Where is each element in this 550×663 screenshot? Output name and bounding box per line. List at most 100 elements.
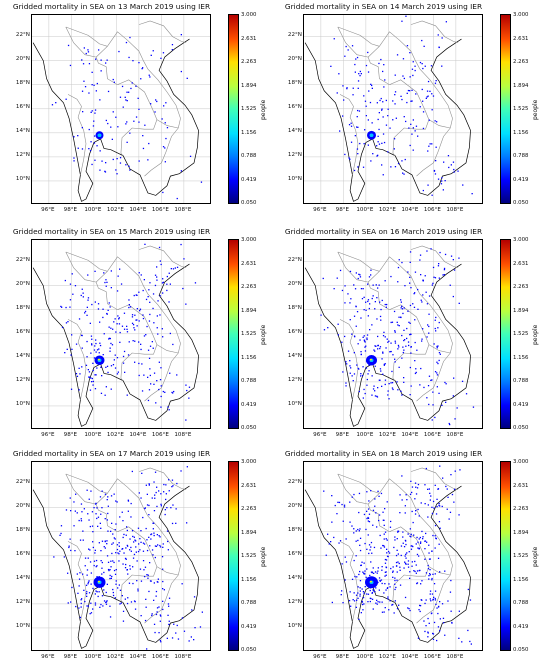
bangkok-cluster-peak	[369, 358, 372, 361]
mortality-cell	[112, 158, 114, 161]
mortality-cell	[322, 277, 324, 280]
colorbar-tick-label: 0.050	[241, 425, 257, 431]
mortality-cell	[80, 606, 82, 608]
mortality-cell	[402, 75, 404, 77]
mortality-cell	[93, 560, 96, 562]
mortality-cell	[95, 566, 97, 568]
mortality-cell	[383, 524, 385, 526]
mortality-cell	[384, 336, 386, 338]
mortality-cell	[112, 542, 114, 544]
mortality-cell	[122, 355, 125, 358]
lon-label: 108°E	[174, 207, 192, 213]
mortality-cell	[137, 97, 139, 99]
mortality-cell	[366, 517, 368, 520]
mortality-cell	[107, 512, 109, 515]
mortality-cell	[105, 119, 107, 122]
mortality-cell	[93, 507, 95, 509]
mortality-cell	[119, 341, 121, 343]
mortality-cell	[411, 545, 413, 547]
mortality-cell	[151, 613, 153, 615]
mortality-cell	[378, 143, 381, 145]
mortality-cell	[100, 70, 102, 72]
mortality-cell	[383, 533, 385, 535]
mortality-cell	[168, 597, 171, 599]
mortality-cell	[113, 321, 115, 323]
mortality-cell	[94, 549, 96, 551]
mortality-cell	[416, 582, 418, 585]
mortality-cell	[366, 334, 369, 336]
mortality-cell	[172, 504, 174, 506]
mortality-cell	[377, 287, 379, 289]
mortality-cell	[91, 71, 93, 73]
mortality-cell	[84, 310, 87, 313]
bangkok-cluster-core	[97, 133, 102, 138]
mortality-cell	[438, 277, 440, 279]
mortality-cell	[357, 597, 359, 599]
mortality-cell	[402, 346, 404, 348]
mortality-cell	[384, 379, 387, 381]
mortality-cell	[409, 276, 411, 278]
mortality-cell	[371, 552, 373, 554]
mortality-cell	[125, 164, 127, 166]
mortality-cell	[417, 308, 419, 310]
mortality-cell	[382, 351, 384, 353]
mortality-cell	[410, 533, 412, 535]
lon-label: 100°E	[356, 207, 374, 213]
mortality-cell	[82, 539, 84, 541]
mortality-cell	[381, 109, 383, 111]
mortality-cell	[428, 325, 430, 328]
mortality-cell	[153, 623, 156, 625]
mortality-cell	[129, 306, 132, 308]
mortality-cell	[420, 502, 422, 504]
mortality-cell	[320, 314, 322, 316]
mortality-cell	[81, 366, 83, 368]
mortality-cell	[164, 391, 166, 393]
mortality-cell	[420, 274, 422, 276]
mortality-cell	[376, 145, 378, 147]
mortality-cell	[369, 589, 371, 592]
mortality-cell	[156, 534, 158, 536]
colorbar-tick-label: 1.894	[513, 307, 529, 314]
mortality-cell	[185, 303, 187, 305]
mortality-cell	[412, 61, 414, 63]
mortality-cell	[78, 318, 81, 320]
mortality-cell	[370, 490, 372, 492]
mortality-cell	[435, 330, 437, 332]
colorbar-tick-label: 0.050	[513, 425, 529, 431]
mortality-cell	[60, 532, 62, 535]
colorbar-tick-label: 3.000	[241, 459, 257, 465]
mortality-cell	[151, 614, 153, 617]
mortality-cell	[406, 552, 408, 554]
mortality-cell	[404, 505, 406, 507]
mortality-cell	[439, 630, 441, 632]
mortality-cell	[427, 488, 429, 490]
mortality-cell	[111, 552, 113, 555]
mortality-cell	[357, 80, 360, 82]
mortality-cell	[397, 281, 399, 283]
mortality-cell	[81, 127, 83, 129]
mortality-cell	[363, 339, 365, 341]
mortality-cell	[130, 601, 133, 603]
mortality-cell	[432, 638, 435, 640]
mortality-cell	[457, 170, 459, 172]
mortality-cell	[112, 560, 114, 562]
mortality-cell	[458, 257, 460, 259]
mortality-cell	[104, 540, 106, 543]
mortality-cell	[394, 588, 396, 591]
mortality-cell	[186, 77, 188, 79]
mortality-cell	[411, 89, 413, 91]
coastline	[32, 263, 199, 427]
mortality-cell	[91, 163, 93, 166]
mortality-cell	[413, 306, 416, 308]
mortality-cell	[85, 52, 87, 55]
mortality-cell	[145, 334, 147, 336]
mortality-cell	[432, 534, 434, 537]
mortality-cell	[364, 341, 366, 343]
mortality-cell	[122, 563, 124, 565]
mortality-cell	[96, 576, 98, 578]
mortality-cell	[352, 380, 354, 382]
mortality-cell	[419, 536, 421, 539]
mortality-cell	[132, 557, 135, 559]
mortality-cell	[387, 108, 389, 110]
colorbar-tick-label: 1.894	[241, 529, 257, 536]
